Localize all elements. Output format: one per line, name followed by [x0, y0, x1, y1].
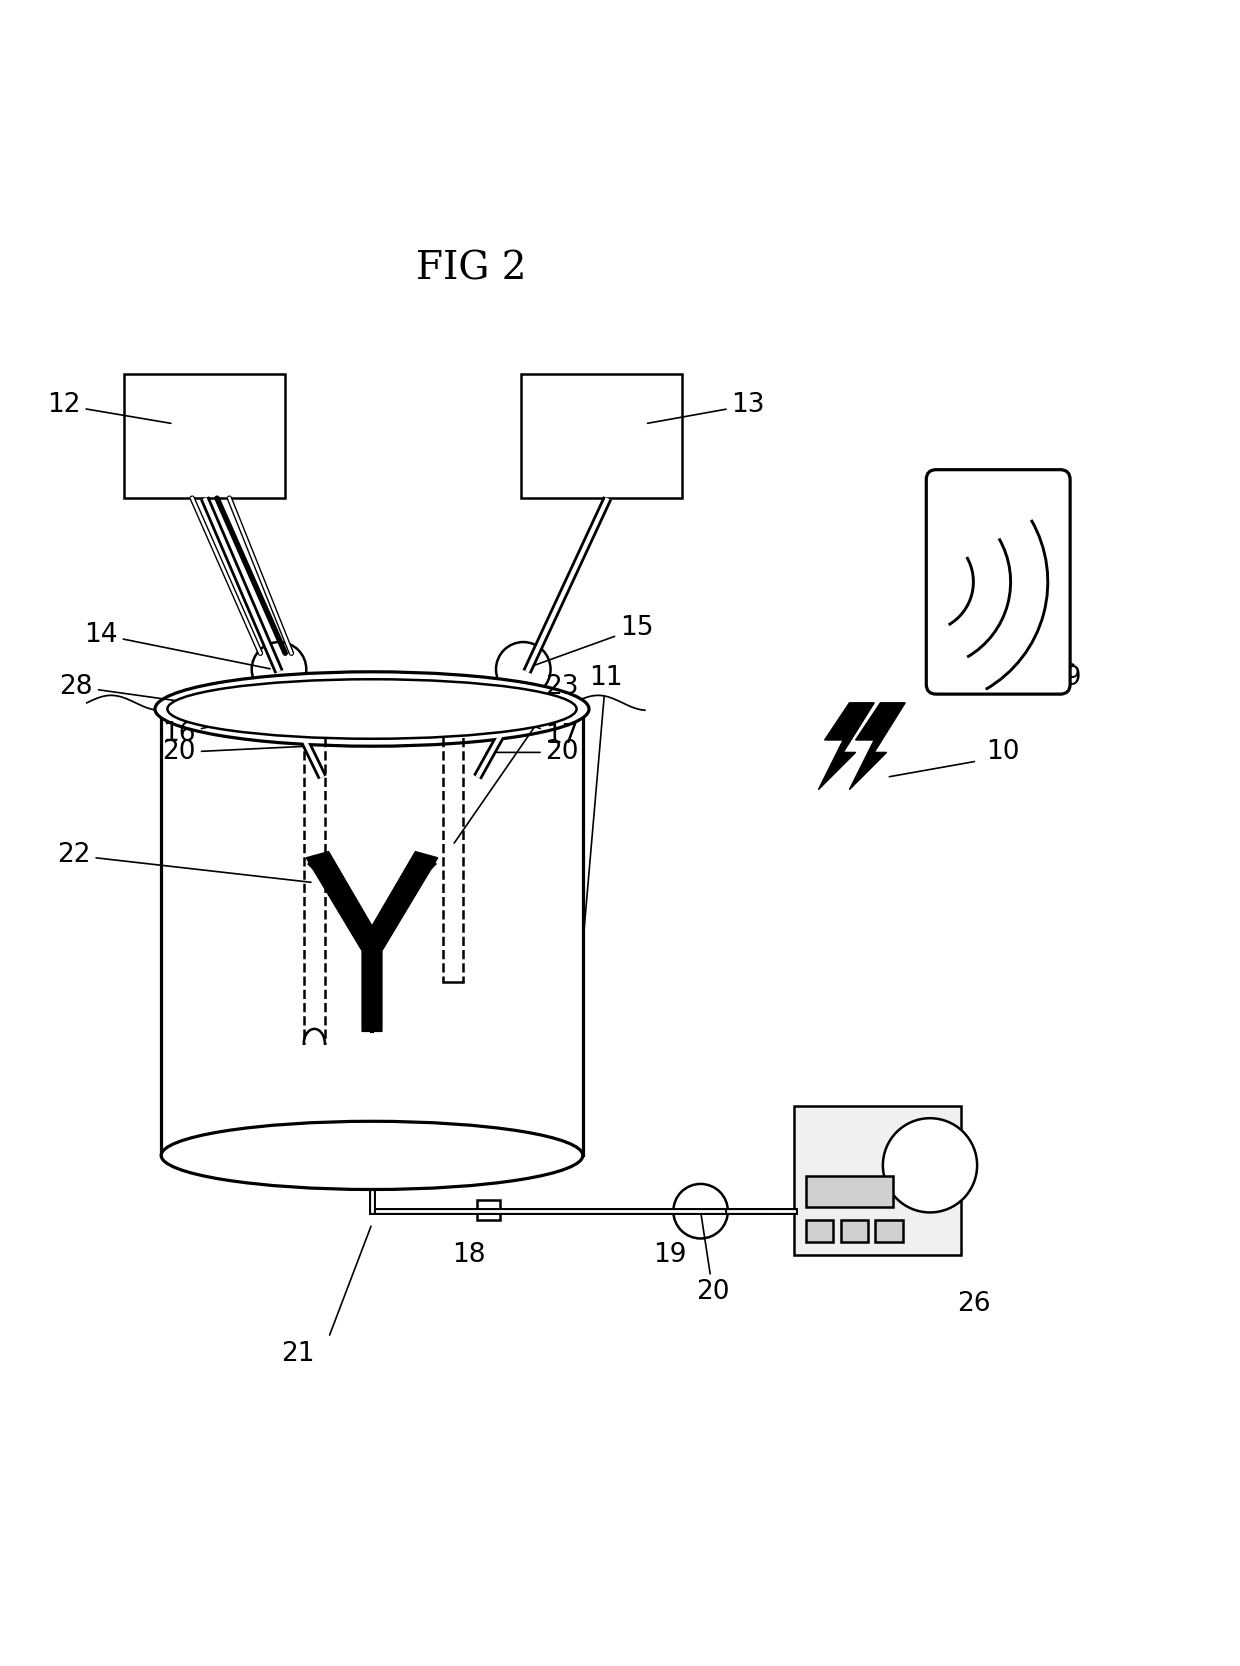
Polygon shape: [849, 703, 905, 790]
FancyBboxPatch shape: [446, 676, 469, 711]
Ellipse shape: [155, 671, 589, 746]
FancyBboxPatch shape: [521, 375, 682, 498]
Text: 20: 20: [162, 740, 305, 765]
Text: 28: 28: [60, 673, 233, 708]
Text: 18: 18: [451, 1241, 486, 1268]
Ellipse shape: [161, 1121, 583, 1190]
Text: 20: 20: [696, 1215, 730, 1306]
Polygon shape: [818, 703, 874, 790]
FancyBboxPatch shape: [124, 375, 285, 498]
Text: 29: 29: [1048, 665, 1081, 691]
FancyBboxPatch shape: [794, 1106, 961, 1254]
Text: 26: 26: [956, 1291, 991, 1318]
Text: 15: 15: [526, 615, 653, 668]
Text: 14: 14: [84, 621, 270, 668]
Circle shape: [673, 1185, 728, 1238]
Text: FIG 2: FIG 2: [415, 250, 527, 287]
Text: 10: 10: [986, 740, 1019, 765]
Text: 22: 22: [57, 843, 311, 883]
FancyBboxPatch shape: [806, 1176, 893, 1208]
Circle shape: [496, 641, 551, 696]
Polygon shape: [306, 851, 438, 1031]
FancyBboxPatch shape: [232, 686, 247, 718]
Circle shape: [252, 641, 306, 696]
Text: 12: 12: [47, 392, 171, 423]
Circle shape: [987, 658, 1009, 680]
FancyBboxPatch shape: [946, 515, 1050, 656]
FancyBboxPatch shape: [806, 1220, 833, 1243]
FancyBboxPatch shape: [308, 676, 330, 711]
FancyBboxPatch shape: [926, 470, 1070, 695]
FancyBboxPatch shape: [841, 1220, 868, 1243]
Text: 17: 17: [459, 700, 579, 750]
FancyBboxPatch shape: [875, 1220, 903, 1243]
FancyBboxPatch shape: [973, 491, 1023, 501]
Text: 23: 23: [454, 673, 579, 843]
Text: 20: 20: [486, 740, 579, 765]
Text: 11: 11: [583, 665, 622, 941]
FancyBboxPatch shape: [477, 1200, 500, 1220]
Text: 13: 13: [647, 392, 765, 423]
Text: 16: 16: [162, 703, 310, 746]
Text: 19: 19: [652, 1241, 687, 1268]
Ellipse shape: [167, 680, 577, 738]
Text: 21: 21: [280, 1341, 315, 1366]
Circle shape: [883, 1118, 977, 1213]
